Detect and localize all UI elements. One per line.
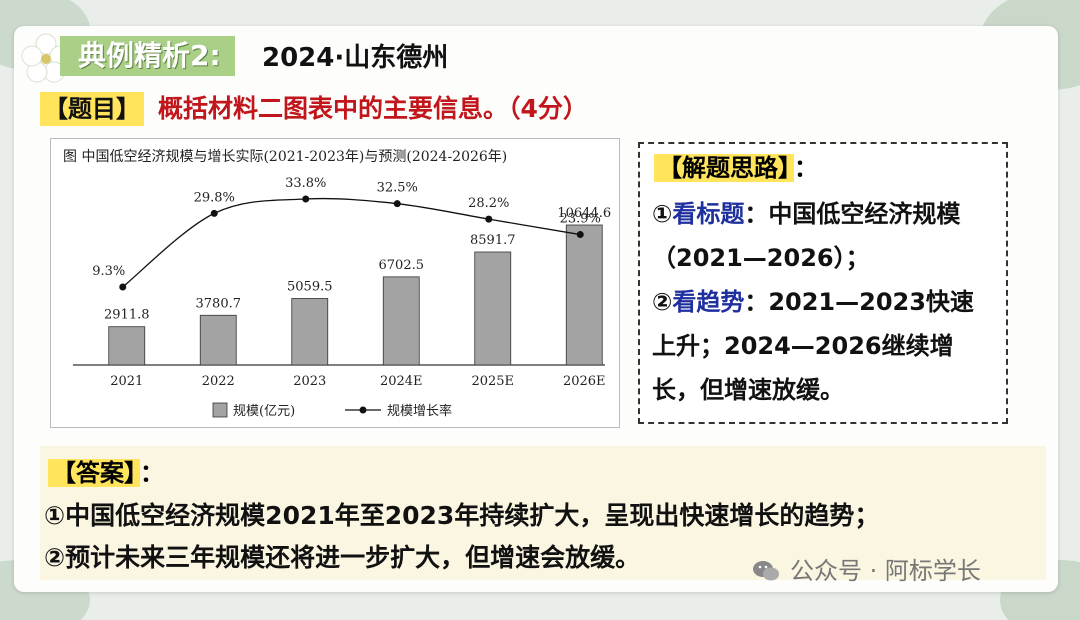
bar-2022 (199, 314, 237, 366)
x-tick-label: 2026E (563, 374, 606, 389)
question-label: 【题目】 (40, 92, 144, 126)
bar-2023 (291, 298, 329, 366)
watermark-text: 公众号 · 阿标学长 (790, 557, 981, 585)
answer-label: 【答案】 (48, 459, 140, 487)
hint-1-text: ：中国低空经济规模（2021—2026）； (652, 200, 961, 272)
example-badge: 典例精析2: (60, 36, 235, 76)
legend-line-label: 规模增长率 (387, 403, 452, 419)
growth-rate-point (119, 283, 127, 291)
growth-rate-line (122, 197, 581, 288)
answer-line-1: ①中国低空经济规模2021年至2023年持续扩大，呈现出快速增长的趋势； (44, 501, 880, 530)
hint-2-keyword: 看趋势 (672, 288, 745, 316)
growth-rate-point (393, 200, 401, 208)
bar-2026E (565, 224, 603, 366)
source-label: 2024·山东德州 (262, 43, 449, 73)
bars-layer: 2911.8 2021 3780.7 2022 5059.5 2023 6702.5 2024… (104, 206, 611, 389)
growth-rate-point (576, 231, 584, 239)
legend-bar-label: 规模(亿元) (233, 404, 295, 419)
growth-rate-label: 32.5% (377, 181, 418, 196)
answer-title: 【答案】： (48, 456, 164, 490)
bar-2021 (108, 326, 146, 366)
hint-title-colon: ： (794, 154, 818, 182)
hint-title-label: 【解题思路】 (654, 154, 794, 182)
question-text: 概括材料二图表中的主要信息。（4分） (158, 94, 588, 123)
x-tick-label: 2021 (110, 374, 143, 389)
answer-colon: ： (140, 459, 164, 487)
chart: 图 中国低空经济规模与增长实际(2021-2023年)与预测(2024-2026… (63, 149, 611, 419)
chart-title: 图 中国低空经济规模与增长实际(2021-2023年)与预测(2024-2026… (63, 149, 507, 165)
solution-hint-box (638, 142, 1008, 424)
answer-panel (40, 446, 1046, 580)
bar-2024E (382, 276, 420, 366)
growth-rate-label: 23.9% (560, 212, 601, 227)
wechat-icon (753, 561, 779, 581)
bar-value-label: 8591.7 (470, 233, 516, 248)
x-tick-label: 2025E (471, 374, 514, 389)
x-tick-label: 2022 (202, 374, 235, 389)
growth-line-layer: 9.3% 29.8% 33.8% 32.5% 28.2% 23.9% (92, 176, 601, 291)
legend-bar-swatch (212, 402, 228, 418)
x-tick-label: 2023 (293, 374, 326, 389)
answer-line-2: ②预计未来三年规模还将进一步扩大，但增速会放缓。 (44, 543, 641, 572)
bar-value-label: 2911.8 (104, 308, 150, 323)
bar-value-label: 10644.6 (557, 206, 611, 221)
bar-value-label: 5059.5 (287, 279, 333, 294)
hint-2-number: ② (652, 288, 673, 316)
x-tick-label: 2024E (380, 374, 423, 389)
legend: 规模(亿元) 规模增长率 (212, 402, 452, 419)
bar-2025E (474, 251, 512, 366)
hint-2-text: ：2021—2023快速上升；2024—2026继续增长，但增速放缓。 (652, 288, 974, 404)
growth-rate-label: 33.8% (285, 176, 326, 191)
bar-value-label: 6702.5 (379, 258, 425, 273)
growth-rate-label: 28.2% (468, 196, 509, 211)
growth-rate-point (210, 209, 218, 217)
watermark: 公众号 · 阿标学长 (752, 554, 981, 588)
growth-rate-point (302, 195, 310, 203)
hint-1-keyword: 看标题 (672, 200, 745, 228)
hint-title: 【解题思路】： (654, 152, 818, 184)
hint-body: ①看标题：中国低空经济规模（2021—2026）； ②看趋势：2021—2023… (652, 192, 996, 412)
chart-panel: 图 中国低空经济规模与增长实际(2021-2023年)与预测(2024-2026… (50, 138, 620, 428)
bar-value-label: 3780.7 (196, 296, 242, 311)
growth-rate-point (485, 215, 493, 223)
legend-line-marker (359, 406, 367, 414)
growth-rate-label: 29.8% (194, 190, 235, 205)
hint-1-number: ① (652, 200, 673, 228)
growth-rate-label: 9.3% (92, 264, 125, 279)
